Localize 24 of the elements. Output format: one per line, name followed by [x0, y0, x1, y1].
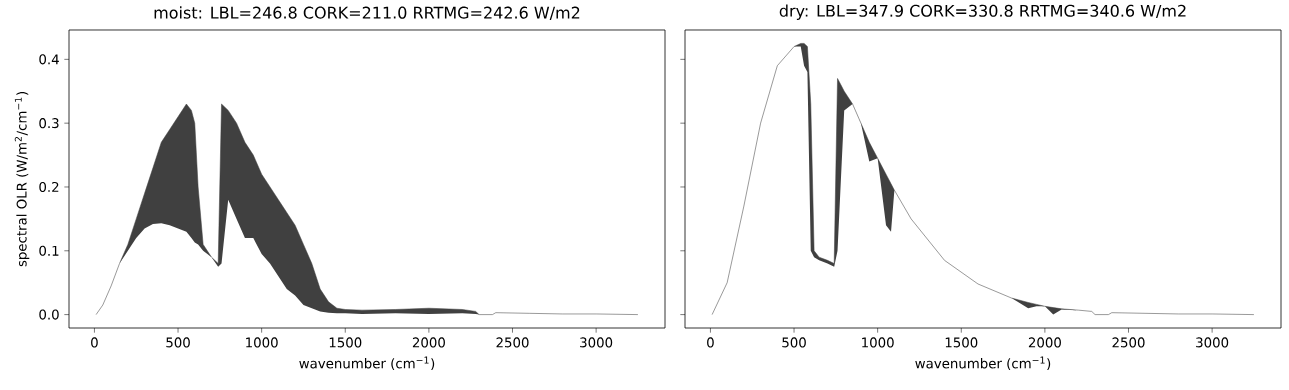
chart-title: moist: LBL=246.8 CORK=211.0 RRTMG=242.6 W/m2	[154, 6, 580, 20]
x-tick-label: 2000	[1028, 337, 1061, 348]
y-tick-label: 0.4	[39, 54, 59, 65]
x-axis-title: wavenumber (cm$^{−1}$)	[915, 356, 1051, 371]
y-tick-label: 0.0	[39, 309, 59, 320]
x-tick-label: 0	[91, 337, 98, 348]
x-tick-label: 2000	[412, 337, 445, 348]
y-axis-title: spectral OLR (W/m$^{2}$/cm$^{−1}$)	[14, 92, 30, 267]
x-tick-label: 0	[707, 337, 714, 348]
y-tick-label: 0.2	[39, 181, 59, 193]
x-tick-label: 1500	[945, 337, 978, 348]
y-tick-label: 0.1	[39, 245, 59, 256]
x-tick-label: 500	[782, 337, 806, 348]
x-tick-label: 2500	[496, 337, 529, 348]
x-tick-label: 1500	[329, 337, 362, 348]
x-axis-title: wavenumber (cm$^{−1}$)	[299, 356, 435, 371]
x-tick-label: 500	[166, 337, 190, 348]
chart-title: dry: LBL=347.9 CORK=330.8 RRTMG=340.6 W/m2	[779, 4, 1186, 20]
x-tick-label: 1000	[246, 337, 278, 348]
x-tick-label: 2500	[1112, 337, 1145, 348]
x-tick-label: 3000	[580, 337, 613, 348]
y-tick-label: 0.3	[39, 118, 59, 129]
x-tick-label: 3000	[1196, 337, 1229, 348]
x-tick-label: 1000	[862, 337, 894, 348]
